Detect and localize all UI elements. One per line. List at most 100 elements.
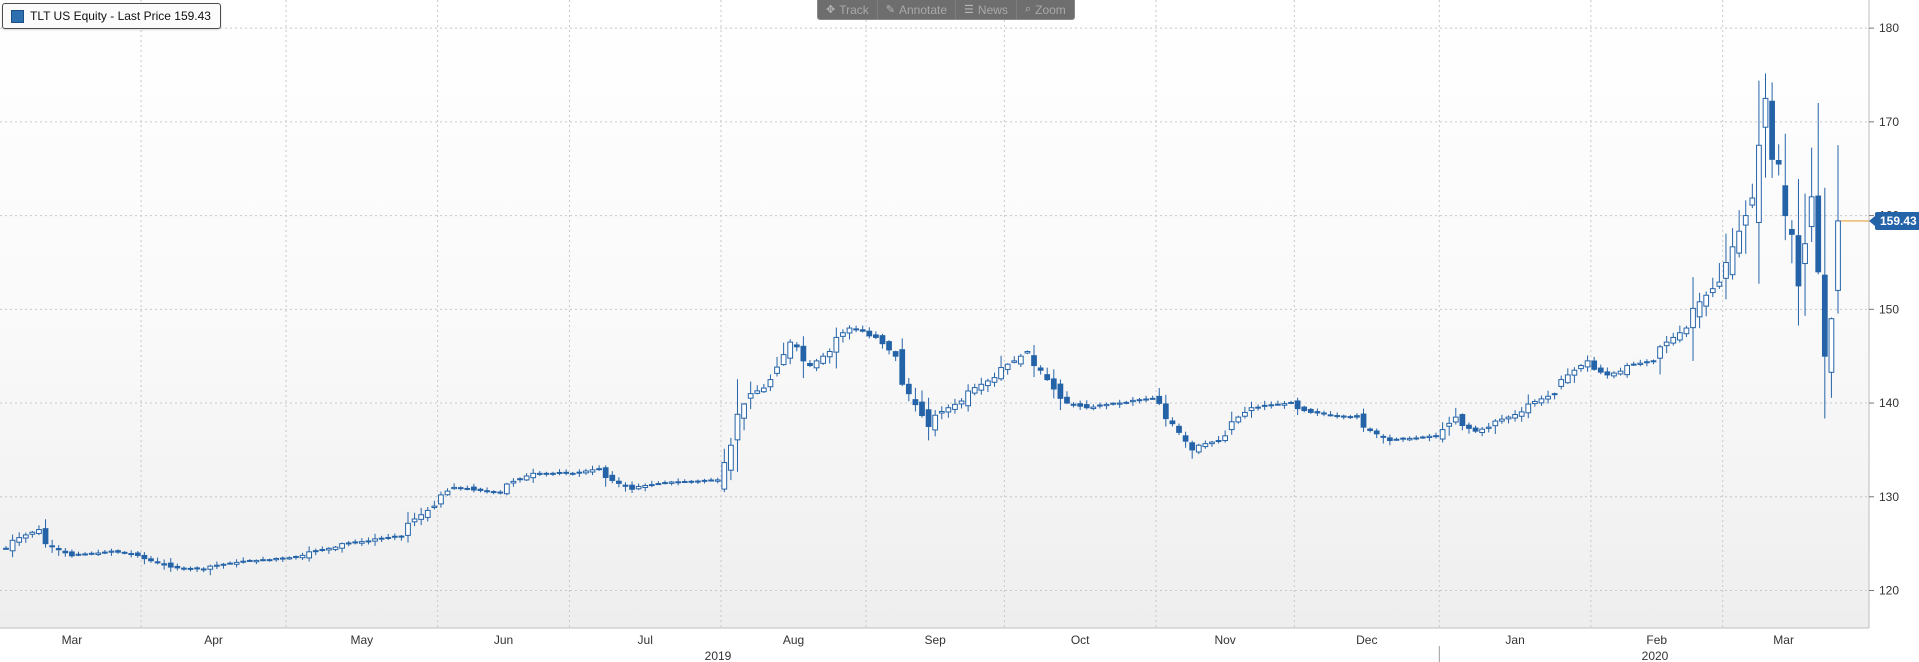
candle-body <box>1472 427 1479 432</box>
candle-body <box>530 472 537 479</box>
candle <box>1077 400 1084 411</box>
candle-body <box>1400 437 1406 440</box>
candle-body <box>1696 301 1703 318</box>
candle <box>1327 411 1334 417</box>
candle-body <box>1235 416 1242 423</box>
candle-body <box>1274 403 1281 406</box>
candle-body <box>846 327 853 334</box>
candle-body <box>1571 369 1578 376</box>
candle <box>1261 400 1268 411</box>
candle-body <box>701 479 708 482</box>
candle-body <box>1011 360 1018 363</box>
candle <box>1802 193 1808 316</box>
candle-body <box>1294 400 1301 410</box>
candle-body <box>1683 327 1690 335</box>
candle-body <box>991 377 998 383</box>
track-button[interactable]: ✥ Track <box>818 0 878 19</box>
candle <box>220 562 227 569</box>
candle <box>503 482 510 496</box>
x-tick-label: Aug <box>783 633 804 647</box>
candle <box>319 546 326 552</box>
candle <box>1070 402 1077 408</box>
candle <box>1110 402 1116 406</box>
candle-body <box>312 550 319 553</box>
candle-body <box>332 546 339 551</box>
chart-toolbar: ✥ Track ✎ Annotate ☰ News ⌕ Zoom <box>817 0 1075 20</box>
candle-body <box>1037 367 1044 371</box>
candle-body <box>233 561 240 565</box>
candle <box>246 559 253 562</box>
candle <box>886 340 892 355</box>
candle-body <box>925 409 932 427</box>
candle <box>780 342 787 366</box>
news-button[interactable]: ☰ News <box>956 0 1017 19</box>
candle <box>1176 423 1182 436</box>
candle <box>1354 413 1360 420</box>
candle <box>1736 210 1743 258</box>
candle-body <box>589 469 596 473</box>
candle <box>352 539 359 545</box>
candle <box>728 437 734 481</box>
candle-body <box>1802 243 1808 265</box>
candle <box>1769 82 1775 178</box>
series-legend[interactable]: TLT US Equity - Last Price 159.43 <box>2 3 221 29</box>
candle-body <box>1769 100 1775 160</box>
candle <box>1611 371 1617 379</box>
candle-body <box>879 335 886 345</box>
candle-body <box>1709 288 1716 294</box>
candle <box>563 469 570 476</box>
candle <box>372 533 378 546</box>
y-tick-label: 180 <box>1879 21 1899 35</box>
candle-body <box>1116 402 1123 405</box>
candle-body <box>1097 404 1103 407</box>
candle <box>299 552 306 561</box>
candle-body <box>200 568 207 571</box>
x-tick-label: Dec <box>1356 633 1377 647</box>
candle <box>1380 434 1387 444</box>
candle <box>42 519 49 548</box>
candle-body <box>101 551 108 554</box>
candle <box>1162 394 1169 427</box>
candle-body <box>286 557 293 560</box>
annotate-button[interactable]: ✎ Annotate <box>878 0 957 19</box>
zoom-button[interactable]: ⌕ Zoom <box>1017 0 1074 19</box>
x-tick-label: Sep <box>925 633 947 647</box>
candle-body <box>1716 281 1723 287</box>
candle-body <box>721 462 728 490</box>
news-label: News <box>977 2 1008 17</box>
candle-body <box>615 480 622 484</box>
candle-body <box>1433 435 1439 438</box>
candle <box>1255 404 1261 411</box>
candle-body <box>240 560 247 563</box>
candle-body <box>161 563 168 566</box>
candle <box>134 551 141 558</box>
candle-body <box>1538 398 1545 404</box>
candle <box>121 551 128 555</box>
candle <box>457 486 464 491</box>
candle <box>1222 430 1229 443</box>
candle <box>741 403 747 431</box>
candle-body <box>965 390 972 407</box>
candle-body <box>1242 411 1248 417</box>
candle <box>55 545 62 556</box>
candle <box>75 551 82 557</box>
candle <box>1439 422 1446 443</box>
candle <box>1400 437 1406 442</box>
candle-body <box>339 543 345 549</box>
candle-body <box>1077 403 1084 407</box>
candle-body <box>1676 332 1683 341</box>
candle-body <box>438 494 444 505</box>
candle-body <box>372 538 378 542</box>
candle <box>1775 144 1782 176</box>
legend-label: TLT US Equity - Last Price 159.43 <box>30 9 211 23</box>
candle-body <box>1551 393 1558 396</box>
candle-body <box>780 354 787 366</box>
x-tick-label: Apr <box>204 633 223 647</box>
candle <box>411 512 418 527</box>
candle-body <box>3 547 9 550</box>
candle-body <box>609 474 616 481</box>
candle-body <box>714 479 721 482</box>
candle <box>1050 369 1057 399</box>
candle-body <box>1281 403 1288 406</box>
